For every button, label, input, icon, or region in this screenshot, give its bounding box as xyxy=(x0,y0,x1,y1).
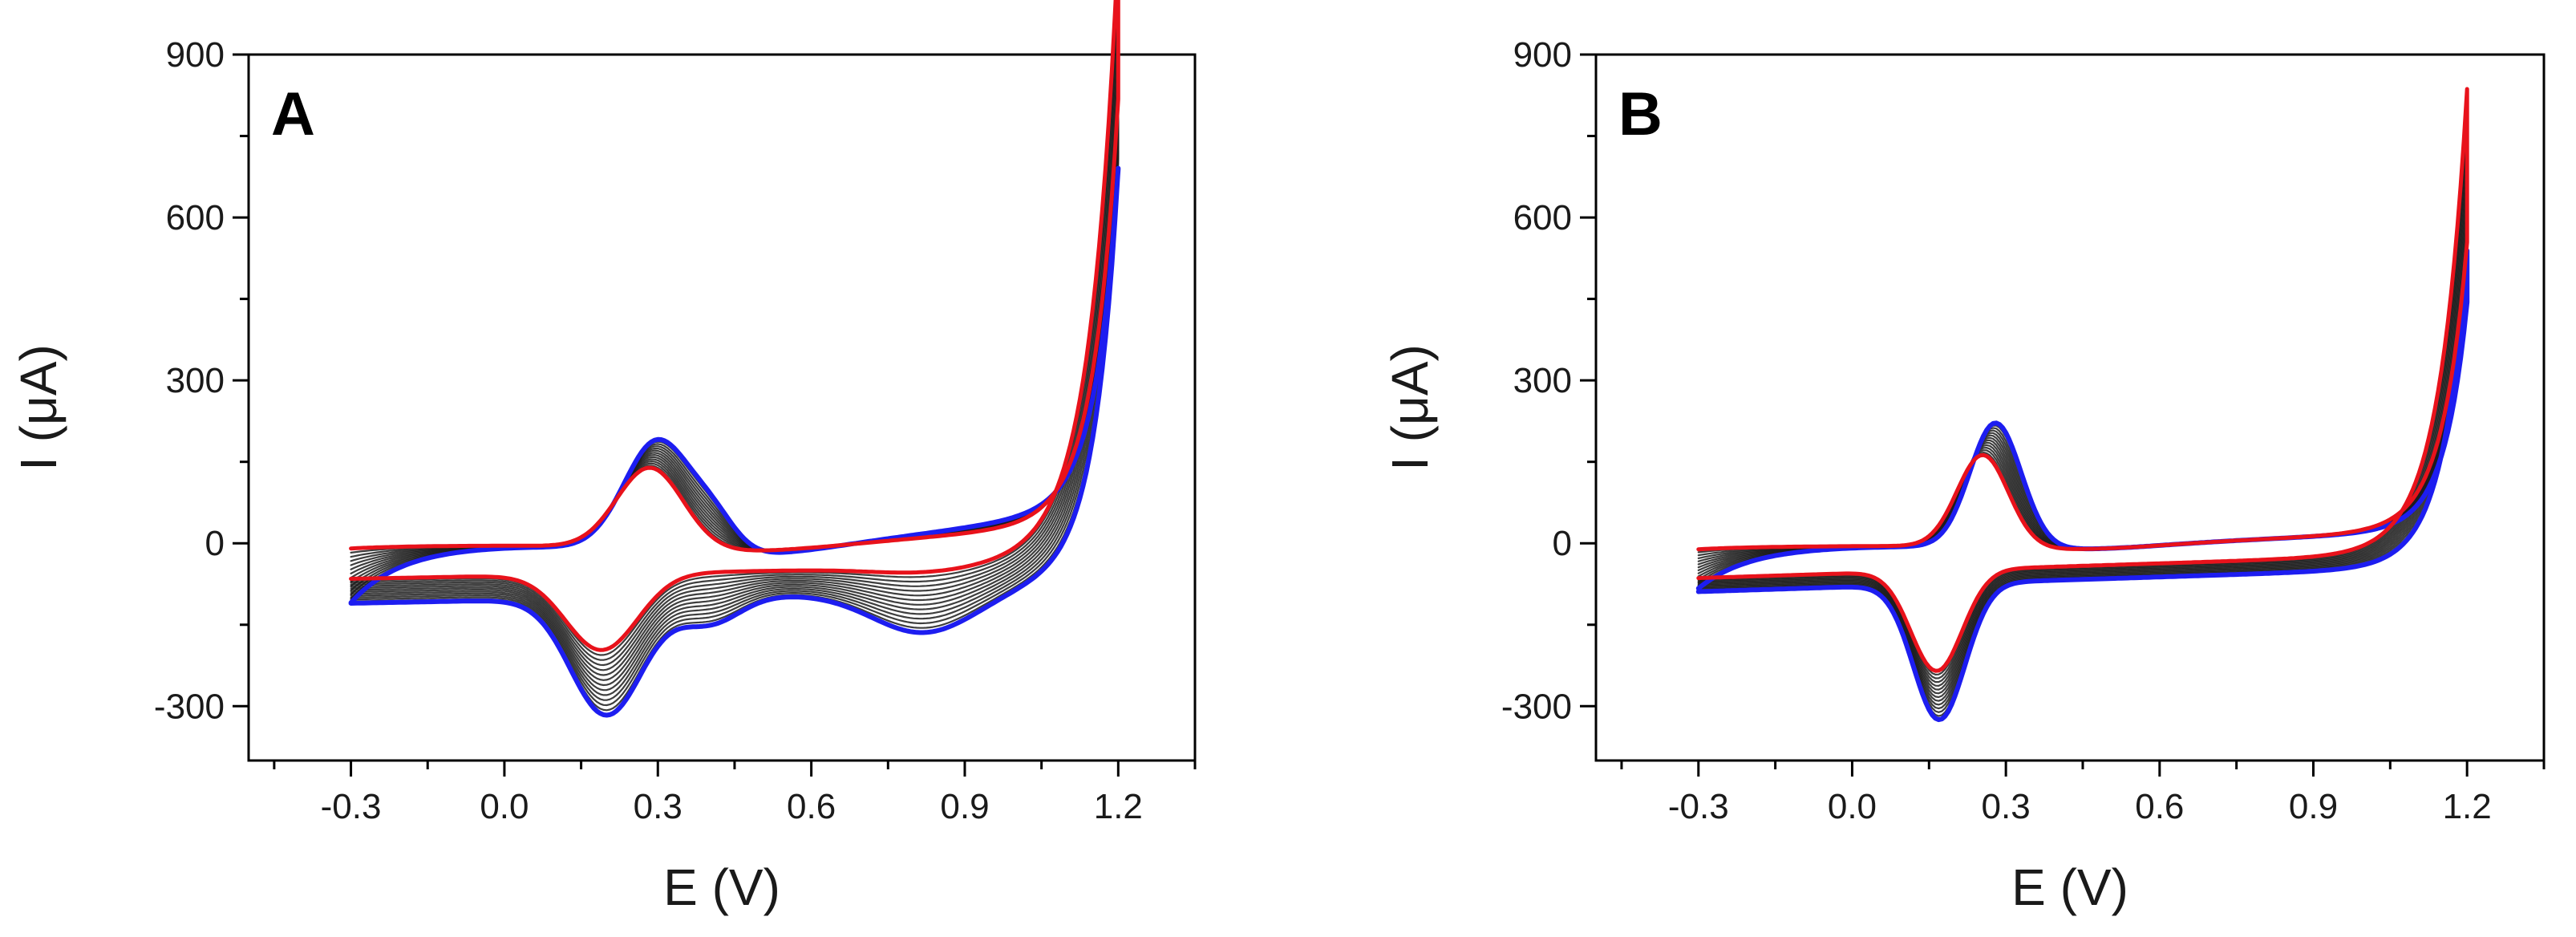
panel-a-cycle-3-curve xyxy=(350,0,1120,661)
panel-b-x-tick-label: 0.3 xyxy=(1982,787,2031,826)
panel-a-x-tick-label: 0.0 xyxy=(480,787,529,826)
panel-a-y-tick-label: 300 xyxy=(166,361,225,400)
panel-b-x-tick-label: 0.9 xyxy=(2289,787,2338,826)
panel-b-curves xyxy=(1695,87,2470,723)
panel-b-cycle-7-curve xyxy=(1697,162,2469,695)
panel-b-x-axis-title: E (V) xyxy=(2011,858,2128,916)
panel-a-letter: A xyxy=(271,80,315,148)
panel-b-cycle-10-curve xyxy=(1697,200,2469,706)
panel-b-cycle-13-curve xyxy=(1697,237,2469,717)
panel-b-cycle-3-curve xyxy=(1697,112,2469,679)
panel-b-y-tick-label: -300 xyxy=(1501,687,1572,726)
panel-b-y-axis-title: I (μA) xyxy=(1381,344,1439,471)
panel-b-cycle-12-curve xyxy=(1697,225,2469,713)
panel-a-y-tick-label: 600 xyxy=(166,198,225,237)
panel-b-x-tick-label: -0.3 xyxy=(1668,787,1729,826)
panel-b-letter: B xyxy=(1618,80,1663,148)
panel-b-frame xyxy=(1594,53,2546,762)
panel-a-x-tick-label: 0.3 xyxy=(634,787,682,826)
panel-b-y-tick-label: 600 xyxy=(1513,198,1572,237)
panel-b-cycle-9-curve xyxy=(1697,187,2469,702)
panel-b-first-cycle-curve xyxy=(1696,87,2469,673)
panel-a-x-tick-label: 0.6 xyxy=(787,787,836,826)
panel-a-cycle-12-curve xyxy=(350,133,1120,707)
panel-a-x-axis-title: E (V) xyxy=(663,858,780,916)
panel-b-y-tick-label: 300 xyxy=(1513,361,1572,400)
panel-a-last-cycle-curve xyxy=(348,165,1121,718)
panel-b-y-tick-label: 900 xyxy=(1513,35,1572,75)
panel-a-y-tick-label: -300 xyxy=(154,687,225,726)
panel-a-x-tick-label: 0.9 xyxy=(940,787,989,826)
panel-a-frame xyxy=(247,53,1197,762)
panel-b-x-tick-label: 0.6 xyxy=(2135,787,2184,826)
panel-a-cycle-4-curve xyxy=(350,0,1120,667)
panel-a-y-tick-label: 0 xyxy=(205,524,225,563)
panel-b-cycle-11-curve xyxy=(1697,212,2469,710)
panel-b-cycle-8-curve xyxy=(1697,175,2469,699)
panel-a-x-tick-label: -0.3 xyxy=(321,787,382,826)
panel-b-x-tick-label: 1.2 xyxy=(2443,787,2492,826)
panel-a-cycle-13-curve xyxy=(350,150,1120,712)
panel-b-last-cycle-curve xyxy=(1695,248,2470,723)
panel-a-curves xyxy=(348,0,1121,718)
panel-b-cycle-6-curve xyxy=(1697,150,2469,691)
panel-a-cycle-2-curve xyxy=(350,0,1120,656)
panel-a-y-axis-title: I (μA) xyxy=(10,344,67,471)
panel-a-first-cycle-curve xyxy=(349,0,1120,652)
panel-a-y-tick-label: 900 xyxy=(166,35,225,75)
panel-b-cycle-5-curve xyxy=(1697,137,2469,687)
panel-a-x-tick-label: 1.2 xyxy=(1094,787,1143,826)
panel-b-x-tick-label: 0.0 xyxy=(1828,787,1877,826)
panel-b-y-tick-label: 0 xyxy=(1553,524,1572,563)
panel-b-cycle-4-curve xyxy=(1697,125,2469,683)
